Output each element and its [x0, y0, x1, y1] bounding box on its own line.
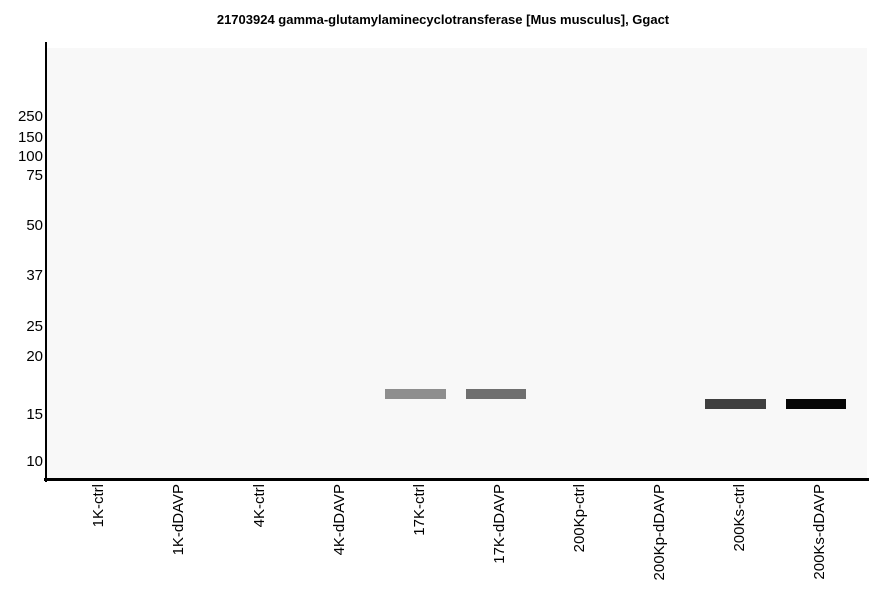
x-tick-label: 1K-ctrl [90, 484, 107, 528]
y-tick-label: 250 [17, 108, 43, 125]
y-tick-label: 20 [26, 348, 43, 365]
x-tick-label: 200Ks-ctrl [731, 484, 748, 552]
chart-title: 21703924 gamma-glutamylaminecyclotransfe… [216, 12, 670, 27]
y-tick-label: 75 [26, 167, 43, 184]
y-tick-label: 100 [17, 148, 43, 165]
x-tick-label: 4K-ctrl [251, 484, 268, 528]
plot-area [47, 48, 867, 478]
blot-band [705, 399, 766, 409]
y-tick-label: 25 [26, 318, 43, 335]
y-tick-label: 150 [17, 129, 43, 146]
blot-band [786, 399, 846, 409]
y-axis-line [45, 42, 47, 482]
blot-band [385, 389, 446, 399]
y-tick-label: 15 [26, 406, 43, 423]
y-tick-label: 37 [26, 267, 43, 284]
x-tick-label: 200Ks-dDAVP [811, 484, 828, 580]
x-tick-label: 4K-dDAVP [331, 484, 348, 556]
x-tick-label: 17K-dDAVP [491, 484, 508, 564]
x-tick-label: 1K-dDAVP [170, 484, 187, 556]
x-axis-line [44, 478, 869, 481]
x-tick-label: 17K-ctrl [411, 484, 428, 536]
y-tick-label: 10 [26, 453, 43, 470]
x-tick-label: 200Kp-dDAVP [651, 484, 668, 581]
blot-band [466, 389, 526, 399]
x-tick-label: 200Kp-ctrl [571, 484, 588, 553]
y-tick-label: 50 [26, 217, 43, 234]
